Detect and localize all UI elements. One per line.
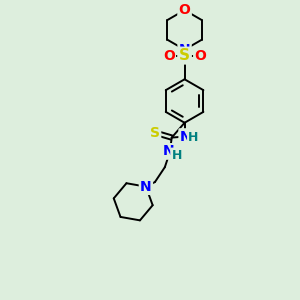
Text: N: N	[163, 144, 175, 158]
Text: O: O	[178, 3, 190, 17]
Text: O: O	[163, 49, 175, 63]
Text: S: S	[179, 48, 190, 63]
Text: O: O	[194, 49, 206, 63]
Text: H: H	[188, 131, 199, 144]
Text: N: N	[179, 43, 190, 57]
Text: S: S	[150, 126, 160, 140]
Text: N: N	[180, 130, 191, 144]
Text: H: H	[172, 149, 182, 162]
Text: N: N	[140, 180, 152, 194]
